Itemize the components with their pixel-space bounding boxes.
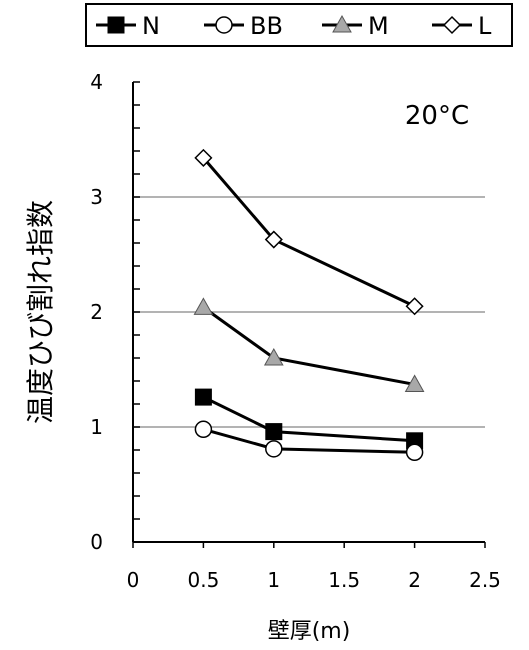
legend-label: L (478, 12, 492, 40)
x-axis-label: 壁厚(m) (268, 619, 351, 644)
y-tick-label: 4 (90, 70, 103, 94)
y-tick-label: 0 (90, 530, 103, 554)
x-tick-label: 1.5 (328, 568, 360, 592)
legend-label: BB (250, 12, 283, 40)
y-tick-label: 2 (90, 300, 103, 324)
x-tick-label: 0.5 (187, 568, 219, 592)
legend-label: M (368, 12, 389, 40)
legend: N BB M L (86, 4, 512, 46)
data-point-n (195, 389, 211, 405)
x-tick-label: 0 (127, 568, 140, 592)
y-tick-label: 1 (90, 415, 103, 439)
axes: 0 1 2 3 4 0 0.5 1 1.5 2 2.5 (90, 70, 501, 592)
legend-marker (216, 17, 232, 33)
x-tick-label: 2.5 (469, 568, 501, 592)
legend-marker (108, 17, 124, 33)
x-tick-label: 2 (408, 568, 421, 592)
series-line-m (203, 307, 414, 384)
x-tick-label: 1 (267, 568, 280, 592)
chart-annotation: 20°C (405, 101, 469, 131)
data-point-bb (195, 421, 211, 437)
y-axis-label: 温度ひび割れ指数 (24, 200, 57, 424)
plot-area (133, 150, 485, 460)
data-point-m (194, 298, 212, 314)
series-line-l (203, 158, 414, 306)
series-line-n (203, 397, 414, 441)
data-point-bb (407, 444, 423, 460)
data-point-bb (266, 441, 282, 457)
data-point-m (265, 349, 283, 365)
legend-label: N (142, 12, 160, 40)
data-point-n (266, 424, 282, 440)
y-tick-label: 3 (90, 185, 103, 209)
